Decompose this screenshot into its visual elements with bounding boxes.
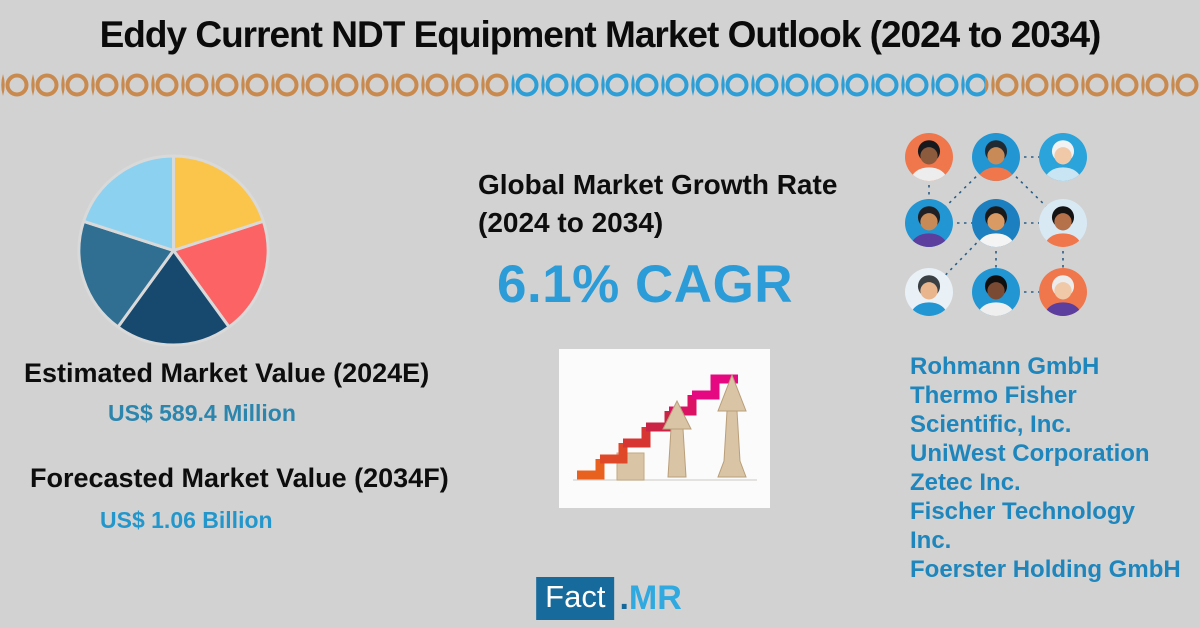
person-avatar-icon [972, 199, 1020, 247]
person-avatar-icon [1039, 199, 1087, 247]
person-avatar-icon [972, 133, 1020, 181]
logo-suffix: MR [628, 579, 682, 617]
company-list-item: Foerster Holding GmbH [910, 556, 1181, 583]
border-segment-orange-left [0, 70, 512, 100]
arrow-shaft-small [667, 428, 687, 478]
company-list-item: Rohmann GmbH [910, 353, 1100, 380]
pie-slice-segment-2 [172, 219, 270, 329]
fact-mr-logo: Fact . MR [536, 577, 682, 620]
growth-rate-label: Global Market Growth Rate (2024 to 2034) [478, 166, 837, 242]
forecasted-market-value: US$ 1.06 Billion [100, 507, 273, 533]
arrow-shaft-large [717, 410, 747, 478]
person-avatar-icon [905, 199, 953, 247]
wooden-arrows [662, 373, 747, 478]
decorative-border [0, 70, 1200, 100]
estimated-market-value: US$ 589.4 Million [108, 400, 296, 426]
company-list-item: UniWest Corporation [910, 440, 1150, 467]
person-avatar-icon [905, 268, 953, 316]
forecasted-market-value-label: Forecasted Market Value (2034F) [30, 463, 449, 493]
logo-dot: . [619, 579, 629, 617]
border-segment-orange-right [985, 70, 1200, 100]
company-list-item: Thermo Fisher Scientific, Inc. [910, 382, 1077, 438]
page-title: Eddy Current NDT Equipment Market Outloo… [99, 14, 1102, 55]
growth-rate-label-line1: Global Market Growth Rate [478, 169, 838, 200]
pie-slice-segment-1 [172, 154, 265, 252]
growth-stairs-illustration [559, 349, 770, 508]
person-avatar-icon [905, 133, 953, 181]
pie-slice-segment-3 [116, 249, 231, 347]
company-list-item: Fischer Technology Inc. [910, 498, 1135, 554]
border-segment-blue [512, 70, 985, 100]
estimated-market-value-label: Estimated Market Value (2024E) [24, 358, 430, 388]
people-network-illustration [905, 133, 1087, 316]
person-avatar-icon [1039, 268, 1087, 316]
company-list-item: Zetec Inc. [910, 469, 1021, 496]
company-list: Rohmann GmbH Thermo Fisher Scientific, In… [910, 352, 1182, 584]
pie-slice-segment-4 [77, 219, 175, 329]
person-avatar-icon [1039, 133, 1087, 181]
growth-rate-label-line2: (2024 to 2034) [478, 207, 664, 238]
cagr-value: 6.1% CAGR [497, 255, 794, 314]
logo-fact: Fact [536, 577, 615, 620]
pie-chart [77, 154, 270, 347]
pie-slice-segment-5 [82, 154, 175, 252]
person-avatar-icon [972, 268, 1020, 316]
